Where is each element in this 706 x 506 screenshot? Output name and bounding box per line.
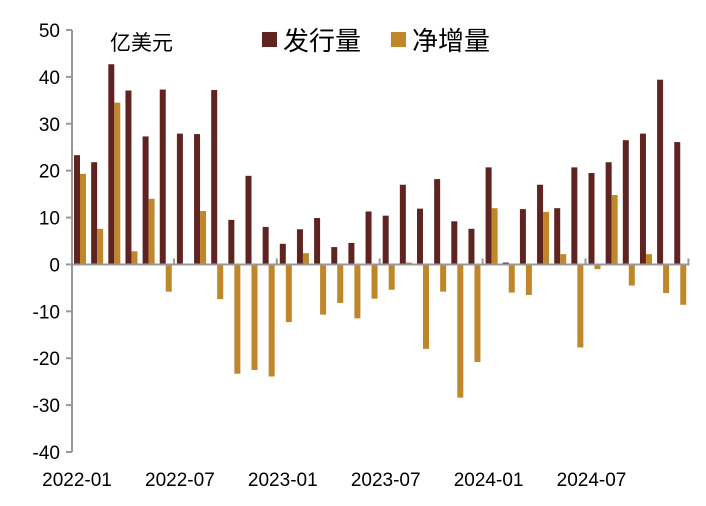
bar-net-increase <box>423 264 429 349</box>
y-tick-label: -40 <box>33 443 60 464</box>
bar-net-increase <box>320 264 327 315</box>
x-axis: 2022-01 2022-07 2023-01 2023-07 2024-01 2024-… <box>42 258 690 491</box>
bar-issuance <box>142 136 149 265</box>
bar-net-increase <box>457 264 464 398</box>
bar-net-increase <box>491 208 498 265</box>
bar-issuance <box>211 90 218 265</box>
y-tick-label: 20 <box>39 162 60 183</box>
bar-net-increase <box>217 264 224 300</box>
bar-net-increase <box>234 264 241 374</box>
bar-issuance <box>588 173 595 265</box>
y-tick-label: 50 <box>39 21 60 42</box>
bar-issuance <box>519 209 526 265</box>
bar-net-increase <box>525 264 532 295</box>
bar-issuance <box>108 64 115 265</box>
bar-net-increase <box>440 264 447 292</box>
y-tick-label: 0 <box>49 255 60 276</box>
bars <box>74 64 687 398</box>
bar-net-increase <box>337 264 344 303</box>
y-tick-label: -20 <box>33 349 60 370</box>
bar-issuance <box>74 155 80 265</box>
bar-issuance <box>605 162 612 265</box>
bar-issuance <box>262 226 269 265</box>
bar-issuance <box>91 162 98 265</box>
y-axis: 50 40 30 20 10 0 -10 -20 -30 -40 <box>33 21 73 464</box>
y-tick-label: 10 <box>39 209 60 230</box>
legend-swatch-net-increase <box>391 32 406 47</box>
bar-net-increase <box>251 264 258 370</box>
bar-issuance <box>399 184 406 265</box>
bar-net-increase <box>388 264 395 290</box>
legend-label-net-increase: 净增量 <box>412 26 490 56</box>
bar-issuance <box>279 243 286 265</box>
bar-net-increase <box>560 254 567 265</box>
bar-issuance <box>365 211 372 265</box>
legend-label-issuance: 发行量 <box>283 26 361 56</box>
bar-issuance <box>622 140 629 265</box>
bar-issuance <box>657 79 664 265</box>
bar-issuance <box>296 229 303 265</box>
bar-issuance <box>434 179 441 265</box>
x-tick-label: 2024-07 <box>557 470 627 491</box>
bar-issuance <box>485 167 492 265</box>
legend-swatch-issuance <box>262 32 277 47</box>
bar-net-increase <box>577 264 584 348</box>
bar-net-increase <box>131 251 138 265</box>
bar-net-increase <box>508 264 515 293</box>
x-tick-label: 2022-07 <box>145 470 215 491</box>
bar-issuance <box>348 242 355 265</box>
bar-net-increase <box>680 264 687 305</box>
bar-net-increase <box>268 264 275 377</box>
bar-net-increase <box>200 210 207 265</box>
bar-net-increase <box>97 228 104 265</box>
bar-net-increase <box>148 198 155 265</box>
y-tick-label: -10 <box>33 302 60 323</box>
bar-net-increase <box>594 264 601 270</box>
bar-net-increase <box>645 254 652 265</box>
bar-issuance <box>382 215 389 265</box>
bar-net-increase <box>80 173 86 265</box>
bar-net-increase <box>628 264 635 286</box>
bar-net-increase <box>371 264 378 299</box>
bar-issuance <box>554 208 561 265</box>
bar-net-increase <box>114 102 121 265</box>
bar-issuance <box>125 90 132 265</box>
bar-issuance <box>331 247 338 265</box>
bar-net-increase <box>474 264 481 362</box>
bar-issuance <box>674 142 681 265</box>
bar-issuance <box>571 167 578 265</box>
bar-issuance <box>314 218 321 265</box>
bar-net-increase <box>354 264 361 319</box>
x-tick-label: 2023-01 <box>248 470 318 491</box>
bar-net-increase <box>165 264 172 292</box>
unit-label: 亿美元 <box>110 32 173 55</box>
x-tick-label: 2023-07 <box>351 470 421 491</box>
bar-issuance <box>228 219 235 265</box>
bar-net-increase <box>663 264 670 294</box>
bar-issuance <box>176 133 183 265</box>
bar-issuance <box>468 228 475 265</box>
bar-issuance <box>194 134 201 265</box>
bar-issuance <box>417 208 423 265</box>
bar-issuance <box>159 89 166 265</box>
bar-net-increase <box>543 211 550 265</box>
bar-issuance <box>451 221 458 265</box>
x-tick-label: 2024-01 <box>454 470 524 491</box>
legend: 发行量 净增量 <box>262 26 490 56</box>
y-tick-label: -30 <box>33 396 60 417</box>
bar-net-increase <box>302 253 309 265</box>
y-tick-label: 40 <box>39 68 60 89</box>
bar-net-increase <box>285 264 292 323</box>
bar-issuance <box>537 184 544 265</box>
bar-issuance <box>639 133 646 265</box>
bar-issuance <box>245 175 252 265</box>
y-tick-label: 30 <box>39 115 60 136</box>
x-tick-label: 2022-01 <box>42 470 112 491</box>
bar-net-increase <box>611 195 618 265</box>
